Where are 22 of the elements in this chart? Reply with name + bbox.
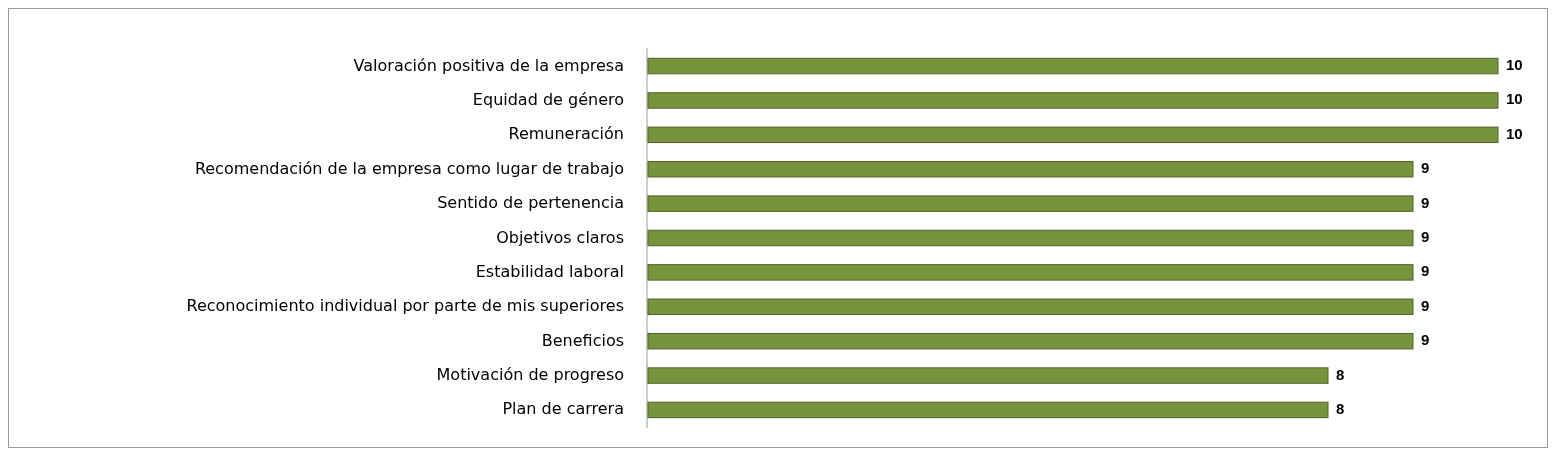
data-label: 9 (1421, 296, 1430, 314)
data-label: 10 (1506, 124, 1523, 142)
y-tick-label: Beneficios (541, 330, 624, 350)
data-label: 9 (1421, 262, 1430, 280)
data-label: 9 (1421, 331, 1430, 349)
y-tick-label: Reconocimiento individual por parte de mis superiores (186, 296, 624, 316)
y-tick-label: Valoración positiva de la empresa (353, 55, 624, 75)
y-tick-label: Remuneración (508, 124, 624, 144)
data-label: 8 (1336, 399, 1345, 417)
data-label: 10 (1506, 56, 1523, 74)
y-tick-label: Sentido de pertenencia (437, 193, 624, 213)
data-label: 10 (1506, 90, 1523, 108)
y-tick-label: Objetivos claros (496, 227, 624, 247)
y-tick-label: Recomendación de la empresa como lugar de trabajo (194, 158, 624, 178)
y-tick-label: Plan de carrera (502, 399, 624, 419)
data-label: 9 (1421, 227, 1430, 245)
y-tick-label: Equidad de género (472, 89, 624, 109)
y-tick-label: Motivación de progreso (436, 365, 624, 385)
data-label: 9 (1421, 159, 1430, 177)
data-label: 9 (1421, 193, 1430, 211)
data-label: 8 (1336, 365, 1345, 383)
y-tick-label: Estabilidad laboral (475, 261, 624, 281)
